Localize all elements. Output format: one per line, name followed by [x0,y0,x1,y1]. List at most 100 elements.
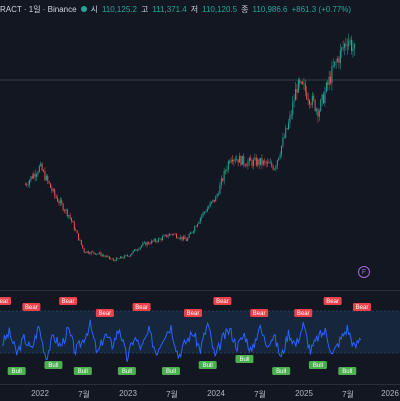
bear-signal[interactable]: Bear [0,297,11,305]
candle-body [75,229,77,231]
candle-body [36,174,38,177]
candle-body [121,256,123,258]
bear-signal[interactable]: Bear [213,297,232,305]
candle-body [184,236,186,240]
candle-body [254,157,256,160]
candle-body [352,48,354,51]
bear-signal[interactable]: Bear [132,303,151,311]
bear-signal[interactable]: Bear [22,303,41,311]
candle-body [209,203,211,207]
signal-label-text: Bull [48,363,58,369]
bull-signal[interactable]: Bull [308,361,327,369]
signal-label-bg [132,303,151,311]
candle-body [40,163,42,166]
candle-body [85,252,87,253]
candle-body [299,79,301,84]
candle-body [143,242,145,244]
candle-body [135,249,137,251]
bull-signal[interactable]: Bull [338,367,357,375]
candle-body [148,242,150,244]
candle-body [302,81,304,84]
bull-signal[interactable]: Bull [198,361,217,369]
signal-label-text: Bear [326,299,339,305]
candle-body [212,199,214,202]
candle-body [110,258,112,260]
time-axis[interactable]: 2022 7월 2023 7월 2024 7월 2025 7월 2026 [0,384,400,401]
signal-label-text: Bear [216,299,229,305]
candle-body [337,58,339,62]
candle-body [339,50,341,63]
candle-body [80,240,82,245]
candle-body [52,189,54,191]
signal-label-bg [95,309,114,317]
bull-signal[interactable]: Bull [73,367,92,375]
candle-body [50,183,52,188]
candle-body [38,165,40,173]
bear-signal[interactable]: Bear [184,309,203,317]
signal-label-text: Bull [203,363,213,369]
bull-signal[interactable]: Bull [7,367,26,375]
candle-body [54,189,56,196]
candle-body [131,253,133,255]
low-label: 저 [190,4,199,14]
candle-body [107,256,109,257]
candle-body [177,237,179,239]
bear-signal[interactable]: Bear [353,303,371,311]
pane-divider[interactable] [0,290,400,291]
bull-signal[interactable]: Bull [44,361,63,369]
signal-label-bg [59,297,78,305]
symbol-title[interactable]: RACT · 1일 · Binance [0,4,77,14]
bull-signal[interactable]: Bull [272,367,291,375]
candle-body [183,236,185,240]
candle-body [258,159,260,165]
candle-body [204,212,206,213]
candle-body [320,99,322,112]
candle-body [327,82,329,85]
candle-body [24,184,26,186]
candle-body [69,215,71,218]
candle-body [57,197,59,202]
xaxis-label: 2026 [381,389,399,398]
open-value: 110,125.2 [101,4,137,14]
candle-body [45,175,47,181]
candle-body [306,91,308,99]
bear-signal[interactable]: Bear [294,309,313,317]
bear-signal[interactable]: Bear [323,297,342,305]
candle-body [71,217,73,222]
bear-signal[interactable]: Bear [250,309,269,317]
candle-body [208,206,210,209]
candle-body [233,159,235,162]
candle-body [331,65,333,84]
candle-body [310,104,312,105]
financials-icon[interactable]: F [358,266,370,278]
candle-body [153,239,155,242]
candle-body [226,169,228,172]
candle-body [244,164,246,166]
signal-label-text: Bear [187,311,200,317]
candle-body [185,239,187,241]
candle-body [225,170,227,172]
candle-body [257,159,259,166]
candle-body [195,226,197,228]
candle-body [103,255,105,256]
candle-body [94,253,96,255]
candle-body [73,222,75,230]
candle-body [192,231,194,233]
bull-signal[interactable]: Bull [235,355,254,363]
candle-body [83,248,85,253]
price-chart[interactable] [0,18,400,290]
candle-body [162,236,164,240]
bull-signal[interactable]: Bull [117,367,136,375]
candle-body [99,252,101,254]
low-value: 110,120.5 [202,4,238,14]
candle-body [167,235,169,238]
candle-body [117,257,119,259]
open-label: 시 [90,4,98,14]
bear-signal[interactable]: Bear [59,297,78,305]
bull-signal[interactable]: Bull [161,367,180,375]
oscillator-chart[interactable]: Bear Bear Bear Bear Bear Bear Bear Bear Bear Bear… [0,295,400,384]
bear-signal[interactable]: Bear [95,309,114,317]
candle-body [82,244,84,249]
signal-label-bg [73,367,92,375]
candle-body [344,43,346,48]
